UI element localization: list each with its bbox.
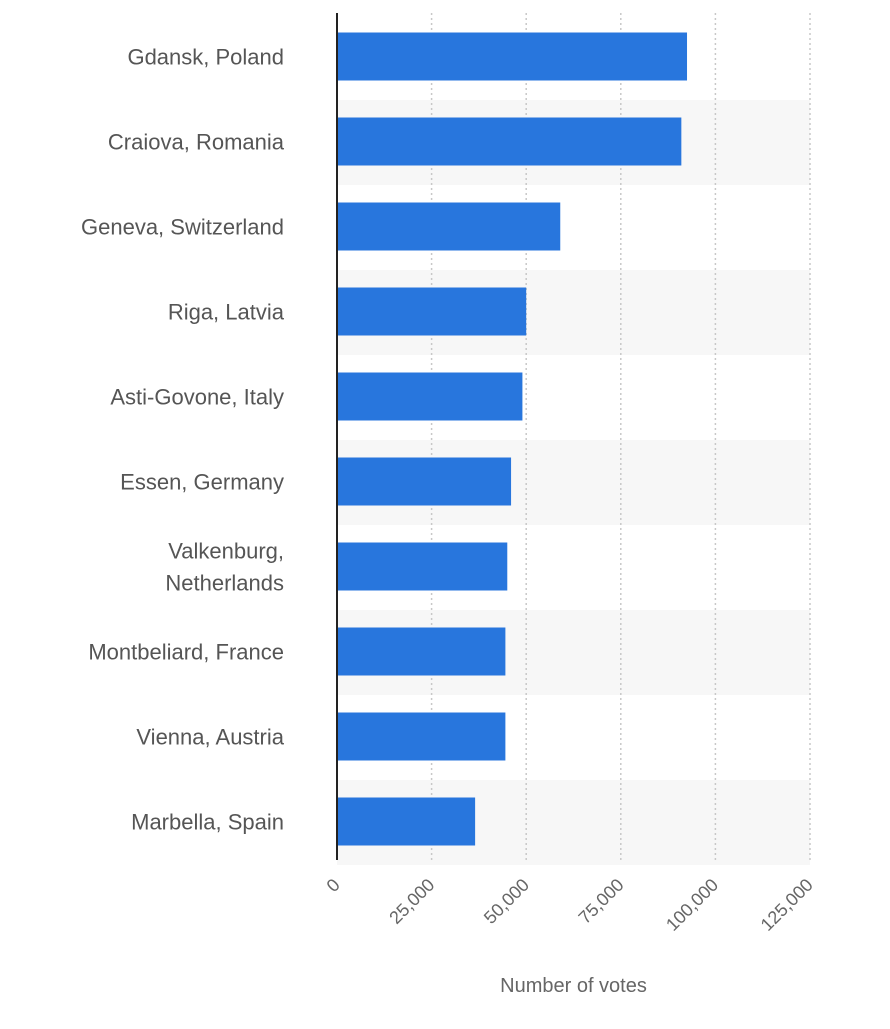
- bars: [337, 32, 688, 846]
- bar: [337, 287, 527, 336]
- category-label-line: Gdansk, Poland: [127, 45, 284, 70]
- x-tick-label: 50,000: [480, 875, 533, 928]
- x-tick-label: 100,000: [662, 875, 722, 935]
- x-tick-label: 125,000: [757, 875, 817, 935]
- x-tick-label: 75,000: [575, 875, 628, 928]
- category-label-line: Asti-Govone, Italy: [110, 385, 284, 410]
- category-label-line: Craiova, Romania: [108, 130, 285, 155]
- category-label: Essen, Germany: [120, 470, 284, 495]
- bar: [337, 457, 512, 506]
- bar: [337, 797, 476, 846]
- category-label-line: Valkenburg,: [168, 539, 284, 564]
- bar: [337, 32, 688, 81]
- category-label: Riga, Latvia: [168, 300, 285, 325]
- x-tick-label: 0: [323, 875, 344, 896]
- bar: [337, 117, 682, 166]
- bar: [337, 202, 561, 251]
- x-tick-label: 25,000: [385, 875, 438, 928]
- category-label: Gdansk, Poland: [127, 45, 284, 70]
- category-label-line: Vienna, Austria: [136, 725, 284, 750]
- category-label-line: Essen, Germany: [120, 470, 284, 495]
- category-label: Vienna, Austria: [136, 725, 284, 750]
- category-labels: Gdansk, Poland Craiova, Romania Geneva, Sw…: [81, 45, 285, 835]
- category-label-line: Montbeliard, France: [88, 640, 284, 665]
- bar: [337, 542, 508, 591]
- category-label: Geneva, Switzerland: [81, 215, 284, 240]
- category-label: Asti-Govone, Italy: [110, 385, 284, 410]
- category-label-line: Riga, Latvia: [168, 300, 285, 325]
- category-label: Marbella, Spain: [131, 810, 284, 835]
- category-label-line: Marbella, Spain: [131, 810, 284, 835]
- x-tick-labels: 0 25,000 50,000 75,000 100,000 125,000: [323, 875, 817, 935]
- bar: [337, 712, 506, 761]
- category-label: Montbeliard, France: [88, 640, 284, 665]
- bar: [337, 627, 506, 676]
- category-label: Craiova, Romania: [108, 130, 285, 155]
- bar: [337, 372, 523, 421]
- category-label-line: Netherlands: [165, 571, 284, 596]
- category-label-line: Geneva, Switzerland: [81, 215, 284, 240]
- category-label: Valkenburg, Netherlands: [165, 539, 284, 596]
- x-axis-title: Number of votes: [500, 975, 647, 997]
